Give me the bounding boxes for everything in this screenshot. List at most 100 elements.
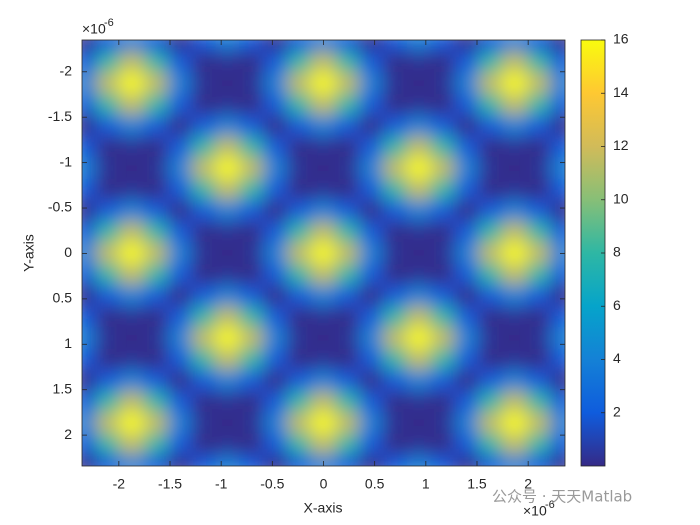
heat-cell	[430, 348, 456, 371]
heat-cell	[287, 390, 313, 414]
x-tick-label: -0.5	[260, 476, 284, 492]
heat-cell	[430, 72, 456, 95]
heat-cell	[82, 40, 97, 53]
colorbar-tick-label: 4	[613, 350, 621, 366]
heat-cell	[406, 40, 432, 53]
x-tick-label: 0	[320, 476, 328, 492]
heat-cell	[406, 284, 432, 308]
heat-cell	[167, 242, 193, 265]
heat-cell	[119, 263, 145, 286]
heat-cell	[358, 390, 384, 414]
heat-cell	[311, 178, 336, 201]
heat-cell	[502, 412, 528, 435]
heat-cell	[334, 242, 360, 265]
heat-cell	[502, 93, 528, 116]
heat-cell	[430, 284, 456, 308]
heat-cell	[358, 136, 384, 159]
heat-cell	[167, 369, 193, 392]
heat-cell	[334, 157, 360, 180]
heat-cell	[311, 306, 336, 329]
heat-cell	[239, 284, 265, 308]
heat-cell	[502, 199, 528, 223]
heat-cell	[430, 114, 456, 138]
heat-cell	[478, 93, 504, 116]
heat-cell	[191, 327, 217, 350]
heat-cell	[478, 199, 504, 223]
heat-cell	[406, 306, 432, 329]
heat-cell	[550, 72, 565, 95]
x-tick-label: 1	[422, 476, 430, 492]
heat-cell	[143, 348, 169, 371]
heat-cell	[95, 157, 121, 180]
y-tick-label: 2	[64, 426, 72, 442]
heat-cell	[191, 369, 217, 392]
heat-cell	[550, 93, 565, 116]
heat-cell	[191, 114, 217, 138]
heat-cell	[119, 157, 145, 180]
heat-cell	[239, 454, 265, 466]
heat-cell	[382, 412, 408, 435]
heat-cell	[526, 157, 552, 180]
heat-cell	[478, 51, 504, 74]
heat-cell	[287, 348, 313, 371]
heat-cell	[215, 284, 241, 308]
heat-cell	[550, 199, 565, 223]
heat-cell	[454, 114, 480, 138]
heat-cell	[119, 199, 145, 223]
heat-cell	[454, 369, 480, 392]
heat-cell	[215, 93, 241, 116]
heat-cell	[215, 369, 241, 392]
heat-cell	[502, 348, 528, 371]
heat-cell	[191, 306, 217, 329]
heat-cell	[526, 242, 552, 265]
heat-cell	[82, 412, 97, 435]
heat-cell	[167, 178, 193, 201]
heat-cell	[502, 454, 528, 466]
heat-cell	[191, 242, 217, 265]
heat-cell	[382, 327, 408, 350]
heat-cell	[239, 114, 265, 138]
heat-cell	[239, 136, 265, 159]
heat-cell	[430, 369, 456, 392]
heat-cell	[143, 40, 169, 53]
heat-cell	[358, 51, 384, 74]
heat-cell	[358, 327, 384, 350]
heat-cell	[119, 242, 145, 265]
heat-cell	[287, 51, 313, 74]
heat-cell	[287, 433, 313, 456]
heat-cell	[239, 412, 265, 435]
heat-cell	[382, 40, 408, 53]
heat-cell	[95, 454, 121, 466]
heat-cell	[215, 306, 241, 329]
heat-cell	[167, 348, 193, 371]
heat-cell	[191, 263, 217, 286]
heat-cell	[454, 93, 480, 116]
heat-cell	[287, 242, 313, 265]
heat-cell	[406, 93, 432, 116]
heat-cell	[406, 136, 432, 159]
heat-cell	[334, 454, 360, 466]
heat-cell	[311, 93, 336, 116]
heat-cell	[382, 306, 408, 329]
heat-cell	[478, 412, 504, 435]
heat-cell	[550, 221, 565, 244]
y-tick-label: 1.5	[53, 380, 73, 396]
heat-cell	[287, 327, 313, 350]
heat-cell	[287, 369, 313, 392]
heat-cell	[358, 72, 384, 95]
heat-cell	[526, 199, 552, 223]
heat-cell	[191, 178, 217, 201]
heat-cell	[430, 327, 456, 350]
heat-cell	[550, 284, 565, 308]
heat-cell	[550, 178, 565, 201]
heat-cell	[550, 242, 565, 265]
heat-cell	[526, 369, 552, 392]
heat-cell	[406, 72, 432, 95]
heat-cell	[454, 51, 480, 74]
heat-cell	[263, 242, 289, 265]
heat-cell	[119, 306, 145, 329]
heat-cell	[167, 199, 193, 223]
heat-cell	[502, 51, 528, 74]
heat-cell	[263, 433, 289, 456]
heat-cell	[287, 40, 313, 53]
